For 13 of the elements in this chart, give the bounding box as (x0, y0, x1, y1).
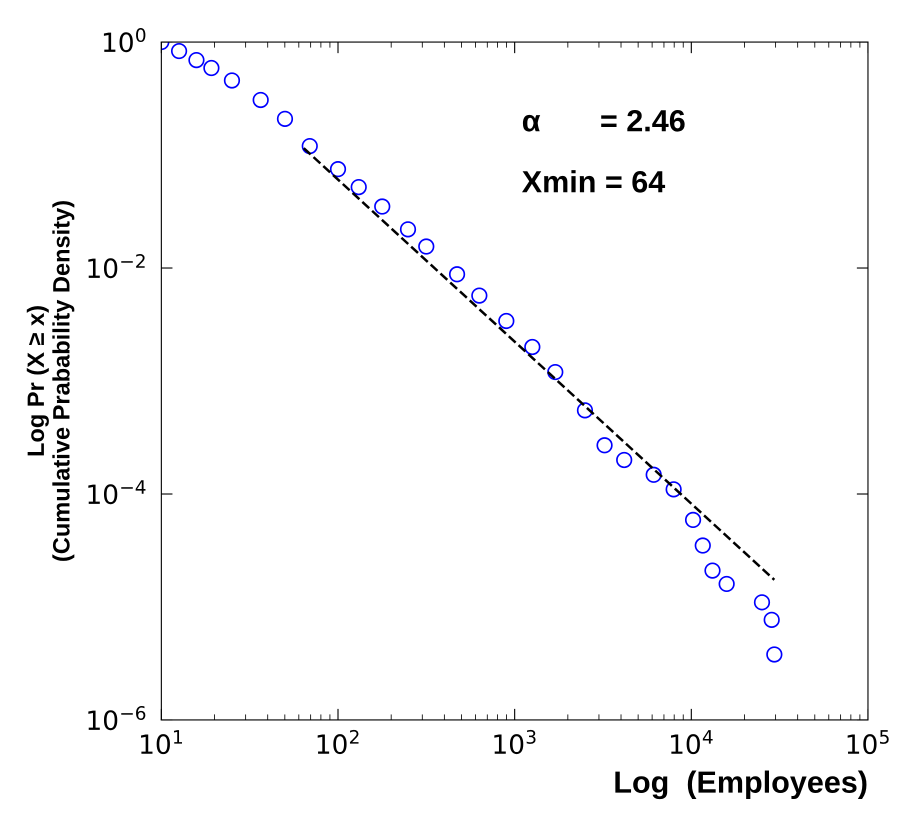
y-tick-label: 10$^{−2}$ (88, 254, 145, 278)
y-tick-label: 10$^{−6}$ (88, 706, 146, 730)
y-axis-title: Log Pr (X ≥ x) (Cumulative Prabability Density) (26, 201, 74, 561)
x-tick-label: 10$^{5}$ (848, 730, 889, 754)
x-tick-label: 10$^{2}$ (318, 730, 359, 754)
y-tick-label: 10$^{0}$ (104, 28, 146, 52)
annotation: Xmin = 64 (522, 170, 666, 193)
y-tick-label: 10$^{−4}$ (88, 480, 146, 504)
x-tick-label: 10$^{3}$ (494, 730, 536, 754)
annotation: α = 2.46 (522, 110, 685, 132)
x-tick-label: 10$^{1}$ (141, 730, 182, 754)
x-tick-label: 10$^{4}$ (670, 730, 713, 754)
x-axis-title: Log (Employees) (615, 770, 866, 800)
